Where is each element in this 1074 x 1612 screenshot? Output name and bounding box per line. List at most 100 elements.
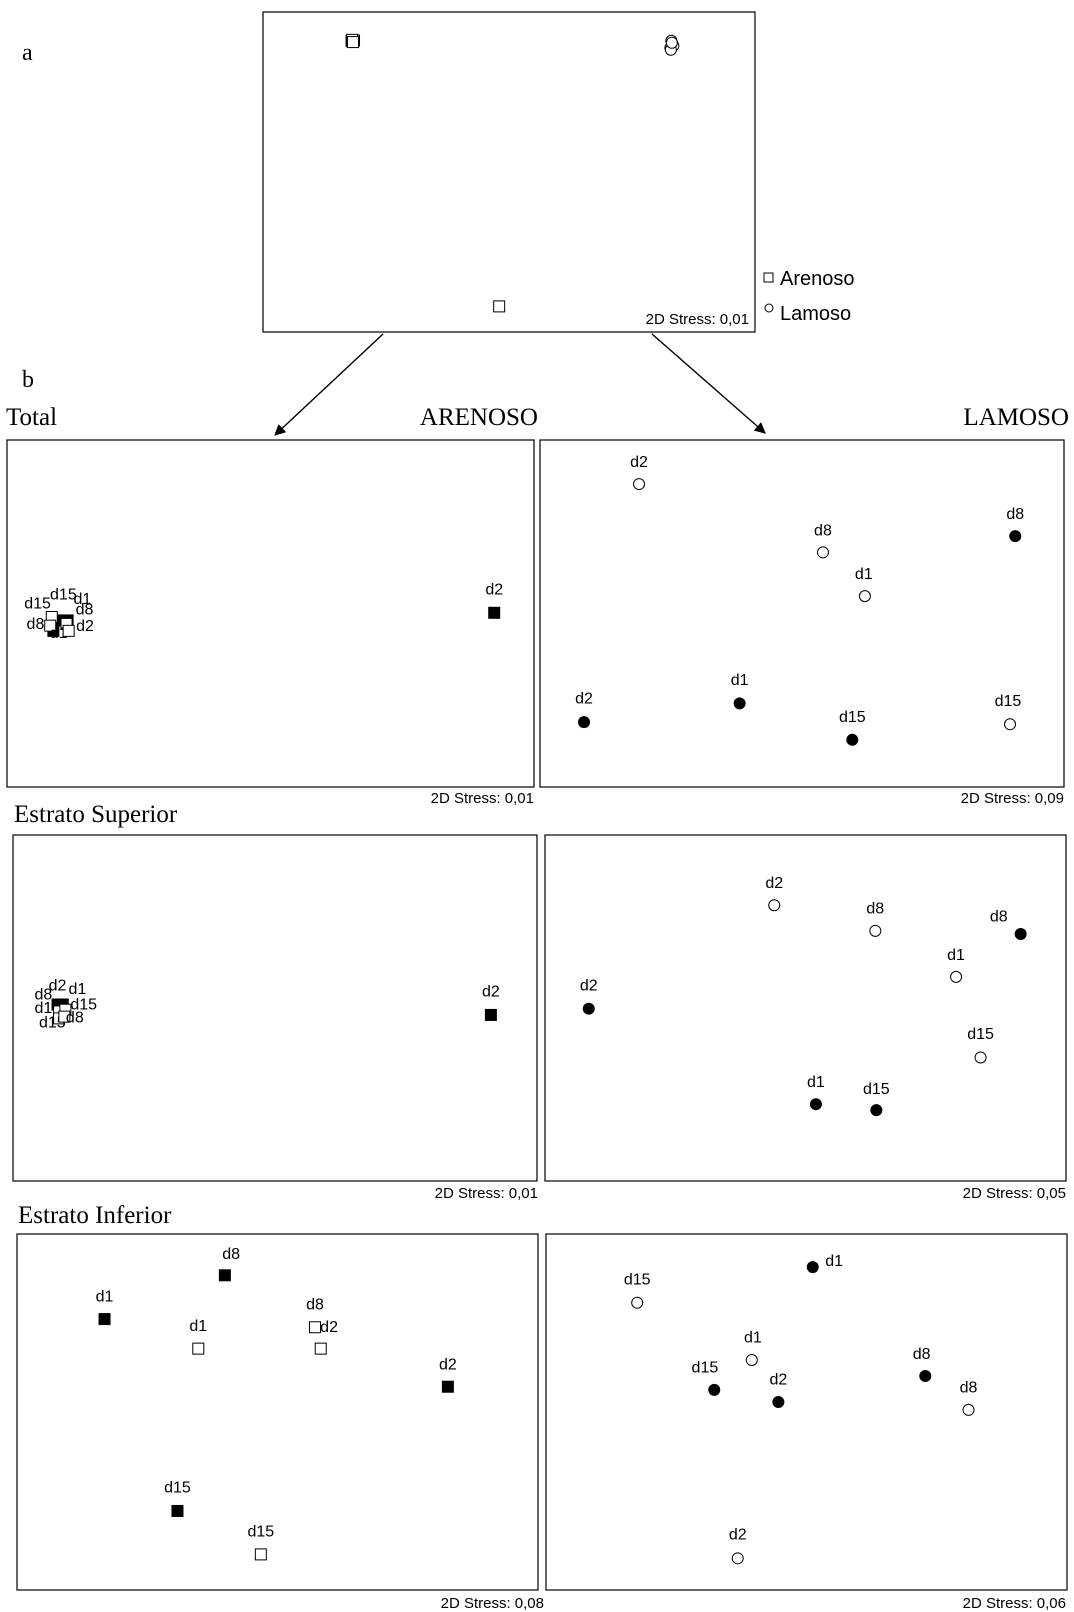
superior-lamoso-point-0 bbox=[768, 899, 781, 912]
inferior-lamoso-point-label-4: d1 bbox=[825, 1253, 843, 1270]
inferior-lamoso-point-5 bbox=[919, 1370, 932, 1383]
inferior-arenoso-point-label-1: d1 bbox=[96, 1288, 114, 1305]
inferior-arenoso-plot-frame bbox=[16, 1233, 539, 1591]
superior-lamoso-point-label-3: d15 bbox=[967, 1026, 994, 1043]
total-arenoso-point-label-0: d2 bbox=[485, 581, 503, 598]
row-header-estrato-inferior: Estrato Inferior bbox=[18, 1202, 172, 1229]
superior-arenoso-point-label-2: d1 bbox=[69, 981, 87, 998]
total-lamoso-point-3 bbox=[1004, 718, 1017, 731]
superior-lamoso-point-label-1: d8 bbox=[866, 901, 884, 918]
total-lamoso-point-7 bbox=[846, 733, 859, 746]
superior-arenoso-point-label-7: d8 bbox=[66, 1010, 84, 1027]
total-lamoso-plot: d2 d8 d1 d15 d8 d1 d2 d15 bbox=[575, 454, 1024, 746]
column-header-lamoso: LAMOSO bbox=[963, 404, 1069, 431]
total-arenoso-point-label-7: d2 bbox=[76, 618, 94, 635]
inferior-lamoso-point-label-5: d8 bbox=[913, 1346, 931, 1363]
total-arenoso-point-label-2: d15 bbox=[50, 587, 77, 604]
superior-arenoso-point-label-5: d15 bbox=[70, 997, 97, 1014]
superior-lamoso-point-label-2: d1 bbox=[947, 947, 965, 964]
superior-lamoso-point-5 bbox=[582, 1002, 595, 1015]
inferior-lamoso-point-2 bbox=[962, 1403, 975, 1416]
inferior-arenoso-stress-label: 2D Stress: 0,08 bbox=[441, 1595, 544, 1612]
inferior-arenoso-point-1 bbox=[98, 1313, 111, 1326]
inferior-lamoso-stress-label: 2D Stress: 0,06 bbox=[963, 1595, 1066, 1612]
total-lamoso-point-5 bbox=[733, 697, 746, 710]
inferior-lamoso-plot-frame bbox=[545, 1233, 1068, 1591]
superior-lamoso-point-1 bbox=[869, 924, 882, 937]
inferior-lamoso-point-label-6: d15 bbox=[692, 1359, 719, 1376]
total-lamoso-point-label-4: d8 bbox=[1006, 506, 1024, 523]
total-lamoso-point-label-2: d1 bbox=[855, 566, 873, 583]
superior-lamoso-point-6 bbox=[809, 1098, 822, 1111]
total-lamoso-plot-frame bbox=[539, 439, 1065, 788]
inferior-lamoso-point-3 bbox=[731, 1552, 744, 1565]
overview-arenoso-point-5 bbox=[493, 300, 506, 313]
overview-stress-label: 2D Stress: 0,01 bbox=[646, 311, 749, 328]
overview-plot bbox=[345, 33, 680, 313]
superior-arenoso-point-label-3: d8 bbox=[34, 986, 52, 1003]
overview-plot-frame bbox=[262, 11, 756, 333]
inferior-lamoso-point-6 bbox=[708, 1383, 721, 1396]
panel-letter-b: b bbox=[22, 367, 34, 393]
total-lamoso-point-6 bbox=[578, 716, 591, 729]
inferior-lamoso-point-label-2: d8 bbox=[960, 1379, 978, 1396]
arrow-to-arenoso bbox=[274, 333, 384, 436]
inferior-arenoso-point-label-0: d8 bbox=[222, 1246, 240, 1263]
inferior-arenoso-plot: d8 d1 d2 d15 d1 d8 d2 d15 bbox=[96, 1246, 457, 1561]
total-lamoso-stress-label: 2D Stress: 0,09 bbox=[961, 790, 1064, 807]
superior-lamoso-point-label-7: d15 bbox=[863, 1081, 890, 1098]
total-lamoso-point-label-6: d2 bbox=[575, 690, 593, 707]
superior-lamoso-plot-frame bbox=[544, 834, 1067, 1182]
superior-lamoso-point-label-0: d2 bbox=[765, 875, 783, 892]
legend-label-arenoso: Arenoso bbox=[780, 268, 855, 290]
inferior-arenoso-point-0 bbox=[218, 1269, 231, 1282]
superior-arenoso-point-label-4: d1 bbox=[34, 1000, 52, 1017]
total-arenoso-plot-frame bbox=[6, 439, 535, 788]
inferior-lamoso-point-label-3: d2 bbox=[729, 1526, 747, 1543]
total-arenoso-point-label-1: d1 bbox=[73, 591, 91, 608]
inferior-arenoso-point-4 bbox=[192, 1342, 205, 1355]
total-arenoso-stress-label: 2D Stress: 0,01 bbox=[431, 790, 534, 807]
superior-arenoso-plot-frame bbox=[12, 834, 538, 1182]
total-lamoso-point-0 bbox=[633, 478, 646, 491]
legend-label-lamoso: Lamoso bbox=[780, 303, 851, 325]
inferior-arenoso-point-2 bbox=[441, 1380, 454, 1393]
row-header-total: Total bbox=[6, 404, 57, 431]
legend: Arenoso Lamoso bbox=[763, 268, 855, 325]
superior-lamoso-point-label-5: d2 bbox=[580, 978, 598, 995]
superior-lamoso-point-4 bbox=[1014, 927, 1027, 940]
superior-arenoso-point-0 bbox=[484, 1008, 497, 1021]
total-lamoso-point-label-3: d15 bbox=[995, 693, 1022, 710]
inferior-arenoso-point-label-4: d1 bbox=[189, 1318, 207, 1335]
superior-arenoso-point-label-0: d2 bbox=[482, 984, 500, 1001]
total-lamoso-point-label-7: d15 bbox=[839, 709, 866, 726]
superior-lamoso-plot: d2 d8 d1 d15 d8 d2 d1 d15 bbox=[580, 875, 1027, 1117]
overview-lamoso-point-5 bbox=[665, 36, 678, 49]
total-arenoso-point-7 bbox=[62, 624, 75, 637]
overview-arenoso-point-4 bbox=[347, 36, 360, 49]
total-lamoso-point-4 bbox=[1009, 530, 1022, 543]
total-arenoso-point-label-4: d8 bbox=[76, 602, 94, 619]
arrow-to-lamoso bbox=[651, 333, 766, 434]
superior-lamoso-point-3 bbox=[974, 1051, 987, 1064]
total-lamoso-point-label-1: d8 bbox=[814, 522, 832, 539]
inferior-arenoso-point-label-5: d8 bbox=[306, 1296, 324, 1313]
superior-lamoso-stress-label: 2D Stress: 0,05 bbox=[963, 1185, 1066, 1202]
inferior-arenoso-point-label-7: d15 bbox=[247, 1524, 274, 1541]
total-lamoso-point-1 bbox=[816, 546, 829, 559]
total-arenoso-point-6 bbox=[44, 619, 57, 632]
total-lamoso-point-label-5: d1 bbox=[731, 672, 749, 689]
row-header-estrato-superior: Estrato Superior bbox=[14, 801, 178, 828]
total-lamoso-point-2 bbox=[858, 590, 871, 603]
superior-lamoso-point-7 bbox=[870, 1104, 883, 1117]
inferior-lamoso-point-label-1: d1 bbox=[744, 1330, 762, 1347]
inferior-lamoso-point-7 bbox=[772, 1396, 785, 1409]
superior-lamoso-point-label-4: d8 bbox=[990, 909, 1008, 926]
column-header-arenoso: ARENOSO bbox=[420, 404, 538, 431]
inferior-lamoso-point-1 bbox=[745, 1354, 758, 1367]
total-arenoso-point-label-5: d15 bbox=[24, 595, 51, 612]
total-arenoso-point-0 bbox=[488, 606, 501, 619]
inferior-arenoso-point-5 bbox=[309, 1321, 322, 1334]
